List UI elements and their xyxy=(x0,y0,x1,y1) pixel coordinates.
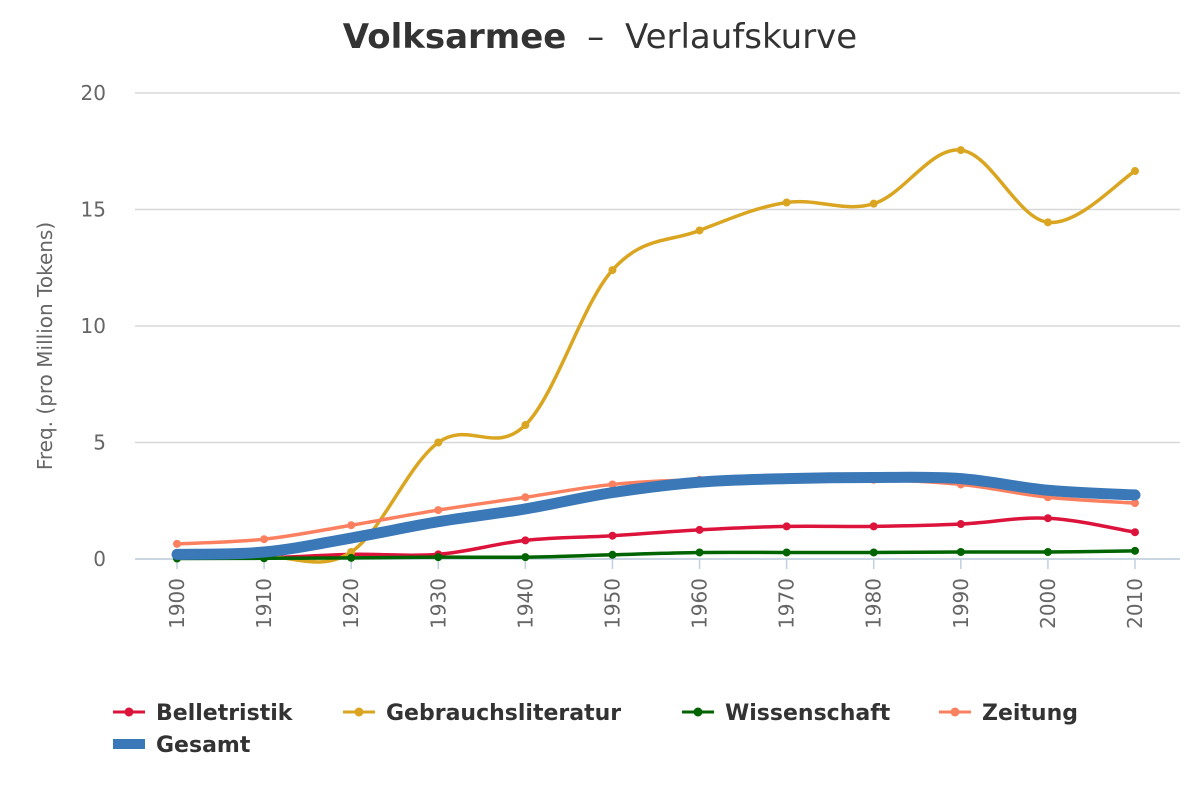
y-tick-label: 5 xyxy=(93,431,106,455)
series-wissenschaft xyxy=(173,546,1139,563)
y-tick-label: 20 xyxy=(81,81,106,105)
axes: 0 5 10 15 20 1900 1910 1920 1930 1940 1950 1960 1970… xyxy=(33,81,1180,629)
legend-label-belletristik: Belletristik xyxy=(156,701,294,726)
legend-item-zeitung[interactable]: Zeitung xyxy=(939,701,1078,726)
y-tick-label: 15 xyxy=(81,198,106,222)
data-point-gebrauchsliteratur[interactable] xyxy=(695,226,704,235)
series-lines xyxy=(171,146,1141,564)
x-tick-label: 1970 xyxy=(775,578,799,629)
legend-label-zeitung: Zeitung xyxy=(982,701,1078,726)
x-tick-label: 1930 xyxy=(426,578,450,629)
legend-marker-zeitung xyxy=(950,707,960,717)
legend-label-gesamt: Gesamt xyxy=(156,733,251,758)
chart-title-separator: – xyxy=(587,17,604,57)
series-line-gesamt[interactable] xyxy=(171,471,1141,560)
chart-title-main: Volksarmee xyxy=(343,17,567,57)
legend-label-wissenschaft: Wissenschaft xyxy=(725,701,891,726)
data-point-zeitung[interactable] xyxy=(1131,499,1139,508)
data-point-belletristik[interactable] xyxy=(695,525,704,534)
data-point-zeitung[interactable] xyxy=(434,506,443,515)
data-point-zeitung[interactable] xyxy=(260,535,269,544)
legend-marker-belletristik xyxy=(124,707,134,717)
data-point-belletristik[interactable] xyxy=(782,522,791,531)
data-point-belletristik[interactable] xyxy=(956,520,965,529)
legend-marker-wissenschaft xyxy=(693,707,703,717)
data-point-belletristik[interactable] xyxy=(521,536,530,545)
data-point-zeitung[interactable] xyxy=(521,493,530,502)
chart-title: Volksarmee – Verlaufskurve xyxy=(343,17,857,57)
legend-label-gebrauchsliteratur: Gebrauchsliteratur xyxy=(386,701,621,726)
series-gesamt xyxy=(171,471,1141,560)
data-point-gebrauchsliteratur[interactable] xyxy=(347,548,356,557)
x-tick-label: 2000 xyxy=(1036,578,1060,629)
series-gebrauchsliteratur xyxy=(173,146,1139,564)
data-point-gebrauchsliteratur[interactable] xyxy=(434,438,443,447)
legend-item-gesamt[interactable]: Gesamt xyxy=(113,733,251,758)
x-tick-label: 1910 xyxy=(252,578,276,629)
data-point-belletristik[interactable] xyxy=(1043,514,1052,523)
data-point-wissenschaft[interactable] xyxy=(869,548,878,557)
series-line-gebrauchsliteratur[interactable] xyxy=(175,148,1137,564)
y-axis-title: Freq. (pro Million Tokens) xyxy=(33,222,57,470)
series-line-belletristik[interactable] xyxy=(175,516,1137,560)
x-tick-label: 2010 xyxy=(1123,578,1147,629)
legend: Belletristik Gebrauchsliteratur Wissenscha… xyxy=(113,701,1078,758)
data-point-wissenschaft[interactable] xyxy=(1043,548,1052,557)
data-point-gebrauchsliteratur[interactable] xyxy=(956,146,965,155)
y-tick-label: 0 xyxy=(93,547,106,571)
series-line-wissenschaft[interactable] xyxy=(175,549,1137,561)
x-tick-label: 1950 xyxy=(600,578,624,629)
data-point-gebrauchsliteratur[interactable] xyxy=(1043,218,1052,227)
data-point-wissenschaft[interactable] xyxy=(521,553,530,562)
chart-title-sub: Verlaufskurve xyxy=(625,17,857,57)
data-point-wissenschaft[interactable] xyxy=(695,548,704,557)
data-point-gebrauchsliteratur[interactable] xyxy=(869,199,878,208)
data-point-wissenschaft[interactable] xyxy=(347,553,356,562)
data-point-belletristik[interactable] xyxy=(1131,528,1139,537)
data-point-gebrauchsliteratur[interactable] xyxy=(782,198,791,207)
data-point-zeitung[interactable] xyxy=(173,539,181,548)
data-point-wissenschaft[interactable] xyxy=(1131,546,1139,555)
x-tick-label: 1980 xyxy=(862,578,886,629)
data-point-wissenschaft[interactable] xyxy=(608,550,617,559)
legend-marker-gebrauchsliteratur xyxy=(354,707,364,717)
x-tick-label: 1920 xyxy=(339,578,363,629)
data-point-wissenschaft[interactable] xyxy=(434,553,443,562)
data-point-zeitung[interactable] xyxy=(347,521,356,530)
y-tick-label: 10 xyxy=(81,314,106,338)
x-tick-label: 1940 xyxy=(513,578,537,629)
x-tick-label: 1900 xyxy=(165,578,189,629)
data-point-gebrauchsliteratur[interactable] xyxy=(521,421,530,430)
data-point-gebrauchsliteratur[interactable] xyxy=(608,266,617,275)
legend-item-wissenschaft[interactable]: Wissenschaft xyxy=(682,701,891,726)
data-point-belletristik[interactable] xyxy=(869,522,878,531)
legend-item-gebrauchsliteratur[interactable]: Gebrauchsliteratur xyxy=(343,701,621,726)
data-point-belletristik[interactable] xyxy=(608,531,617,540)
data-point-wissenschaft[interactable] xyxy=(956,548,965,557)
x-tick-label: 1990 xyxy=(949,578,973,629)
data-point-wissenschaft[interactable] xyxy=(782,548,791,557)
data-point-zeitung[interactable] xyxy=(608,480,617,489)
x-tick-label: 1960 xyxy=(688,578,712,629)
data-point-gebrauchsliteratur[interactable] xyxy=(1131,167,1139,176)
legend-item-belletristik[interactable]: Belletristik xyxy=(113,701,294,726)
